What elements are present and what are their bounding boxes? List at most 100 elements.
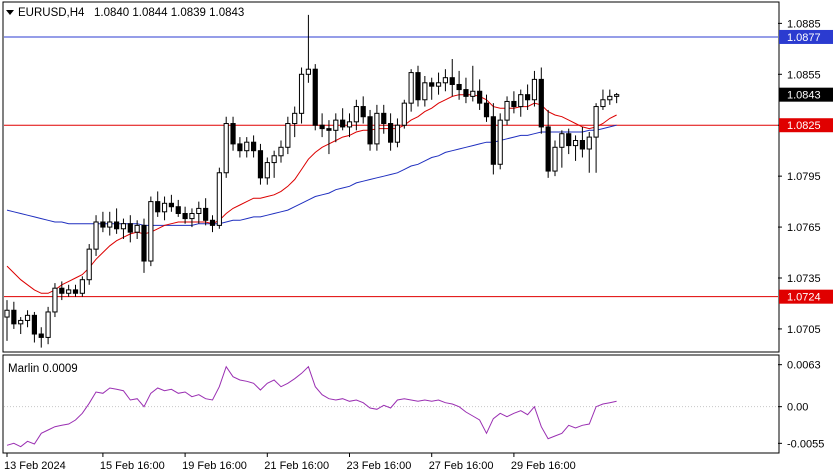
bull-candle-body — [394, 124, 401, 143]
candle — [381, 104, 387, 134]
candle — [614, 92, 620, 104]
candles-layer — [4, 14, 620, 348]
time-tick-label: 15 Feb 16:00 — [100, 460, 165, 472]
candle — [449, 59, 455, 97]
bull-candle-body — [572, 140, 579, 147]
candle — [422, 75, 428, 107]
indicator-label: Marlin 0.0009 — [8, 363, 78, 375]
candle — [155, 191, 161, 217]
bear-candle-body — [257, 150, 264, 179]
bull-candle-body — [333, 119, 339, 131]
candle — [86, 244, 92, 285]
candle — [435, 72, 442, 95]
candle — [45, 306, 51, 345]
bear-candle-body — [429, 82, 435, 87]
bull-candle-body — [593, 106, 599, 138]
bull-candle-body — [18, 319, 24, 325]
symbol-dropdown-icon[interactable] — [6, 10, 14, 15]
candle — [415, 65, 421, 107]
bear-candle-body — [209, 219, 216, 226]
bear-candle-body — [490, 116, 496, 165]
price-tick-label: 1.0765 — [787, 222, 821, 234]
candle — [251, 135, 257, 158]
indicator-tick-label: 0.0063 — [787, 360, 821, 372]
ohlc-label: 1.0840 1.0844 1.0839 1.0843 — [94, 7, 244, 19]
candle — [223, 116, 229, 178]
candle — [586, 132, 592, 173]
candle — [182, 206, 188, 224]
bull-candle-body — [614, 94, 620, 97]
candle — [11, 301, 17, 329]
bear-candle-body — [312, 68, 318, 126]
bull-candle-body — [408, 72, 414, 104]
candle — [38, 327, 44, 348]
level-badge — [779, 29, 833, 44]
bear-candle-body — [175, 206, 181, 214]
bull-candle-body — [120, 223, 127, 230]
bull-candle-body — [305, 68, 311, 75]
price-panel-frame — [2, 1, 780, 353]
bear-candle-body — [100, 221, 106, 228]
price-tick-label: 1.0795 — [787, 171, 821, 183]
bear-candle-body — [203, 207, 209, 221]
time-tick-label: 19 Feb 16:00 — [182, 460, 247, 472]
level-badge — [779, 118, 833, 133]
indicator-tick-label: -0.0055 — [787, 438, 824, 450]
bull-candle-body — [600, 99, 606, 108]
candle — [538, 67, 544, 134]
bull-candle-body — [216, 172, 222, 226]
candle — [52, 283, 58, 318]
time-tick-label: 21 Feb 16:00 — [264, 460, 329, 472]
indicator-axis: 0.0063 0.00 -0.0055 — [778, 360, 824, 450]
bear-candle-body — [182, 212, 188, 220]
candle — [196, 201, 202, 224]
candle — [408, 69, 414, 112]
candle — [271, 150, 277, 178]
price-tick-label: 1.0735 — [787, 273, 821, 285]
bull-candle-body — [285, 123, 291, 148]
bear-candle-body — [449, 77, 455, 85]
candle — [292, 106, 298, 138]
candle — [367, 109, 373, 151]
candle — [93, 215, 99, 256]
candle — [66, 284, 72, 297]
candle — [264, 157, 270, 185]
bull-candle-body — [271, 155, 277, 164]
candle — [278, 140, 284, 163]
candle — [31, 311, 37, 343]
candle — [4, 300, 10, 341]
bull-candle-body — [244, 141, 250, 152]
bear-candle-body — [319, 124, 325, 130]
bear-candle-body — [168, 202, 175, 208]
candle — [346, 113, 353, 138]
candle — [24, 310, 31, 328]
indicator-tick-label: 0.00 — [787, 402, 808, 414]
candle — [340, 108, 346, 131]
candle — [333, 113, 339, 143]
level-badge-label: 1.0877 — [787, 32, 821, 44]
candle — [463, 77, 469, 104]
candle — [490, 103, 496, 175]
bull-candle-body — [93, 221, 99, 250]
candle — [504, 96, 510, 126]
bull-candle-body — [45, 311, 51, 338]
candle — [79, 276, 85, 297]
time-axis: 13 Feb 2024 15 Feb 16:00 19 Feb 16:00 21 Fe… — [4, 453, 576, 472]
candle — [72, 284, 79, 297]
candle — [107, 211, 113, 236]
bull-candle-body — [531, 78, 538, 101]
current-price-badge — [779, 87, 833, 102]
bull-candle-body — [401, 102, 407, 126]
time-tick-label: 13 Feb 2024 — [4, 460, 66, 472]
bear-candle-body — [415, 72, 421, 101]
bull-candle-body — [134, 224, 140, 233]
bull-candle-body — [107, 221, 113, 228]
candle — [429, 77, 435, 100]
candle — [326, 120, 332, 155]
bear-candle-body — [127, 223, 133, 233]
candle — [257, 143, 264, 185]
bull-candle-body — [24, 314, 31, 321]
candle — [127, 215, 133, 243]
candle — [134, 220, 140, 239]
